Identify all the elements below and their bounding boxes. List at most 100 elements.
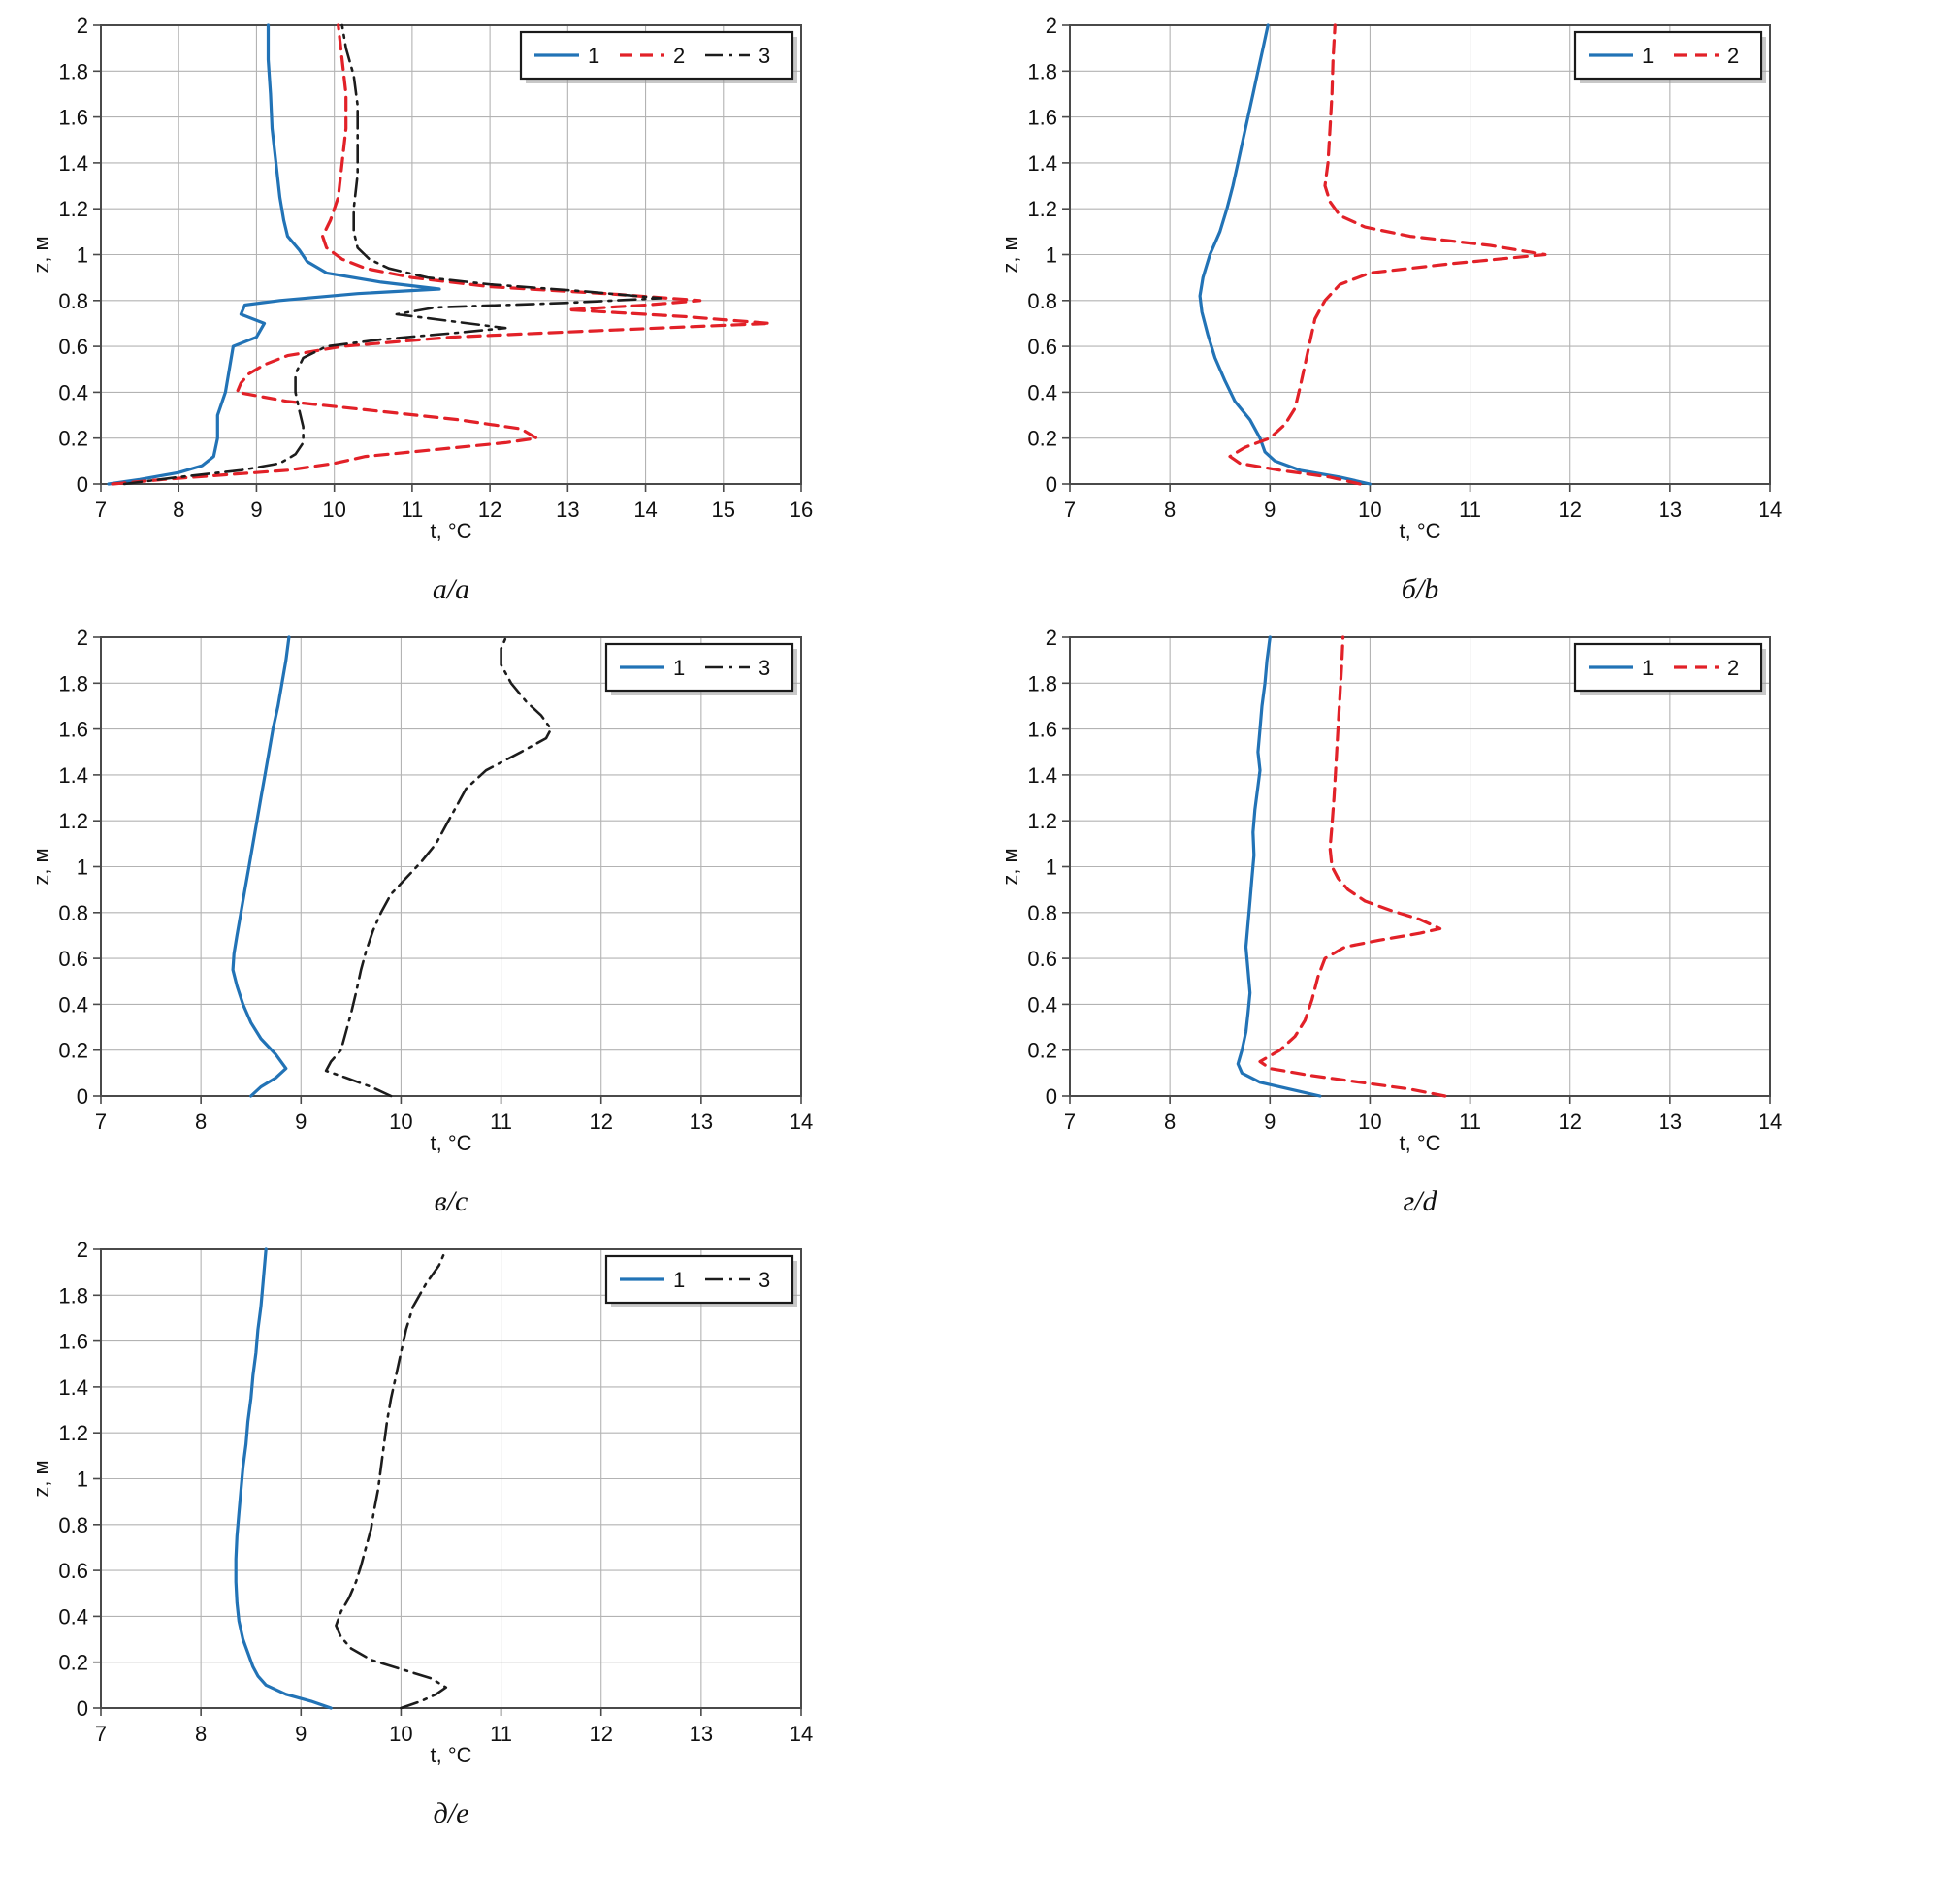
chart-e-caption: д/e xyxy=(433,1797,469,1829)
x-tick-label: 11 xyxy=(490,1110,512,1134)
x-tick-label: 7 xyxy=(1064,498,1076,522)
x-tick-label: 10 xyxy=(1358,1110,1381,1134)
x-tick-label: 11 xyxy=(1459,498,1481,522)
plot-border xyxy=(100,636,802,1097)
series-1-line xyxy=(1236,635,1322,1098)
y-axis-label: z, м xyxy=(998,848,1022,885)
x-tick-label: 8 xyxy=(195,1722,207,1746)
x-tick-label: 7 xyxy=(1064,1110,1076,1134)
series-1-line xyxy=(1198,23,1372,486)
x-tick-label: 10 xyxy=(389,1110,412,1134)
legend-label-1: 1 xyxy=(673,656,685,680)
y-tick-label: 1.4 xyxy=(58,151,88,176)
plot-border xyxy=(1069,24,1771,485)
x-tick-label: 13 xyxy=(1659,1110,1682,1134)
y-tick-label: 0.8 xyxy=(58,901,88,925)
plot-border xyxy=(100,24,802,485)
y-tick-label: 1.8 xyxy=(58,59,88,83)
y-axis-label: z, м xyxy=(29,1460,53,1497)
chart-c-plot: 7 8 9 10 11 12 13 1400.20.40.60.811.21.41.61.82… xyxy=(29,626,813,1155)
y-tick-label: 1.6 xyxy=(58,718,88,742)
y-tick-label: 0.6 xyxy=(58,947,88,971)
y-tick-label: 0.4 xyxy=(58,1604,88,1629)
chart-e-plot: 7 8 9 10 11 12 13 1400.20.40.60.811.21.41.61.82… xyxy=(29,1238,813,1767)
x-tick-label: 16 xyxy=(790,498,813,522)
legend-label-3: 3 xyxy=(759,656,770,680)
series-1-line xyxy=(107,23,441,486)
legend-box xyxy=(604,642,794,693)
x-tick-label: 9 xyxy=(1264,1110,1276,1134)
y-tick-label: 2 xyxy=(77,14,88,38)
y-tick-label: 1.4 xyxy=(58,763,88,788)
y-tick-label: 2 xyxy=(1046,626,1057,650)
x-tick-label: 12 xyxy=(589,1722,612,1746)
series-2-line xyxy=(1258,635,1447,1098)
chart-c-caption: в/c xyxy=(434,1185,468,1217)
x-tick-label: 12 xyxy=(589,1110,612,1134)
x-axis-label: t, °C xyxy=(430,1743,471,1767)
chart-d-plot: 7 8 9 10 11 12 13 1400.20.40.60.811.21.41.61.82… xyxy=(998,626,1782,1155)
x-tick-label: 7 xyxy=(95,1722,107,1746)
y-tick-label: 1.4 xyxy=(1027,151,1057,176)
x-axis-label: t, °C xyxy=(430,1131,471,1155)
x-tick-label: 8 xyxy=(1164,498,1176,522)
chart-d: 7 8 9 10 11 12 13 14 0 0.2 0.4 0.6 0.8 1 1.2 1.4 1.6 1.8 2… xyxy=(969,624,1938,1218)
y-tick-label: 0 xyxy=(77,1696,88,1721)
y-tick-label: 0.4 xyxy=(1027,380,1057,404)
x-tick-label: 9 xyxy=(1264,498,1276,522)
y-tick-label: 1.8 xyxy=(1027,59,1057,83)
legend-label-1: 1 xyxy=(588,44,599,68)
x-tick-label: 10 xyxy=(389,1722,412,1746)
y-tick-label: 1.2 xyxy=(58,1421,88,1445)
series-2-line xyxy=(1228,23,1547,486)
x-tick-label: 8 xyxy=(195,1110,207,1134)
y-tick-label: 1.2 xyxy=(1027,809,1057,833)
y-tick-label: 0 xyxy=(77,1084,88,1109)
y-tick-label: 1.8 xyxy=(58,671,88,695)
y-tick-label: 1.2 xyxy=(1027,197,1057,221)
x-tick-label: 10 xyxy=(1358,498,1381,522)
chart-e: 7 8 9 10 11 12 13 14 0 0.2 0.4 0.6 0.8 1 1.2 1.4 1.6 1.8 2… xyxy=(0,1236,969,1830)
legend-label-3: 3 xyxy=(759,1268,770,1292)
y-axis-label: z, м xyxy=(29,848,53,885)
y-tick-label: 0 xyxy=(1046,1084,1057,1109)
x-tick-label: 13 xyxy=(1659,498,1682,522)
y-tick-label: 1 xyxy=(1046,243,1057,268)
chart-a: 7 8 9 10 11 12 13 14 15 16 0 0.2 0.4 0.6 0.8 1 1.2 1.4 1.6… xyxy=(0,12,969,606)
x-tick-label: 13 xyxy=(690,1110,713,1134)
series-2-line xyxy=(111,23,772,486)
chart-a-caption: а/a xyxy=(432,573,470,605)
chart-b-canvas: 7 8 9 10 11 12 13 14 0 0.2 0.4 0.6 0.8 1 1.2 1.4 1.6 1.8 2… xyxy=(996,12,1792,569)
y-tick-label: 2 xyxy=(77,1238,88,1262)
y-tick-label: 2 xyxy=(77,626,88,650)
legend-label-2: 2 xyxy=(673,44,685,68)
x-axis-label: t, °C xyxy=(430,519,471,543)
legend-label-1: 1 xyxy=(673,1268,685,1292)
x-axis-label: t, °C xyxy=(1399,1131,1440,1155)
chart-c: 7 8 9 10 11 12 13 14 0 0.2 0.4 0.6 0.8 1 1.2 1.4 1.6 1.8 2… xyxy=(0,624,969,1218)
y-tick-label: 0.6 xyxy=(58,335,88,359)
x-tick-label: 12 xyxy=(478,498,501,522)
chart-b: 7 8 9 10 11 12 13 14 0 0.2 0.4 0.6 0.8 1 1.2 1.4 1.6 1.8 2… xyxy=(969,12,1938,606)
x-tick-label: 9 xyxy=(295,1722,307,1746)
y-tick-label: 0.2 xyxy=(58,1651,88,1675)
x-tick-label: 14 xyxy=(1759,1110,1782,1134)
y-tick-label: 1 xyxy=(77,243,88,268)
x-tick-label: 9 xyxy=(250,498,262,522)
y-axis-label: z, м xyxy=(998,236,1022,273)
legend-label-1: 1 xyxy=(1642,656,1654,680)
y-tick-label: 1.6 xyxy=(58,106,88,130)
y-tick-label: 0.2 xyxy=(1027,1039,1057,1063)
x-tick-label: 13 xyxy=(556,498,579,522)
y-tick-label: 0.4 xyxy=(58,380,88,404)
figure-grid: 7 8 9 10 11 12 13 14 15 16 0 0.2 0.4 0.6 0.8 1 1.2 1.4 1.6… xyxy=(0,12,1938,1830)
chart-d-caption: г/d xyxy=(1403,1185,1437,1217)
y-tick-label: 0.4 xyxy=(1027,992,1057,1017)
x-tick-label: 8 xyxy=(1164,1110,1176,1134)
chart-b-plot: 7 8 9 10 11 12 13 1400.20.40.60.811.21.41.61.82… xyxy=(998,14,1782,543)
x-tick-label: 11 xyxy=(490,1722,512,1746)
series-3-line xyxy=(335,1247,448,1710)
y-tick-label: 1.8 xyxy=(58,1283,88,1307)
y-tick-label: 0 xyxy=(1046,472,1057,497)
series-3-line xyxy=(122,23,662,486)
